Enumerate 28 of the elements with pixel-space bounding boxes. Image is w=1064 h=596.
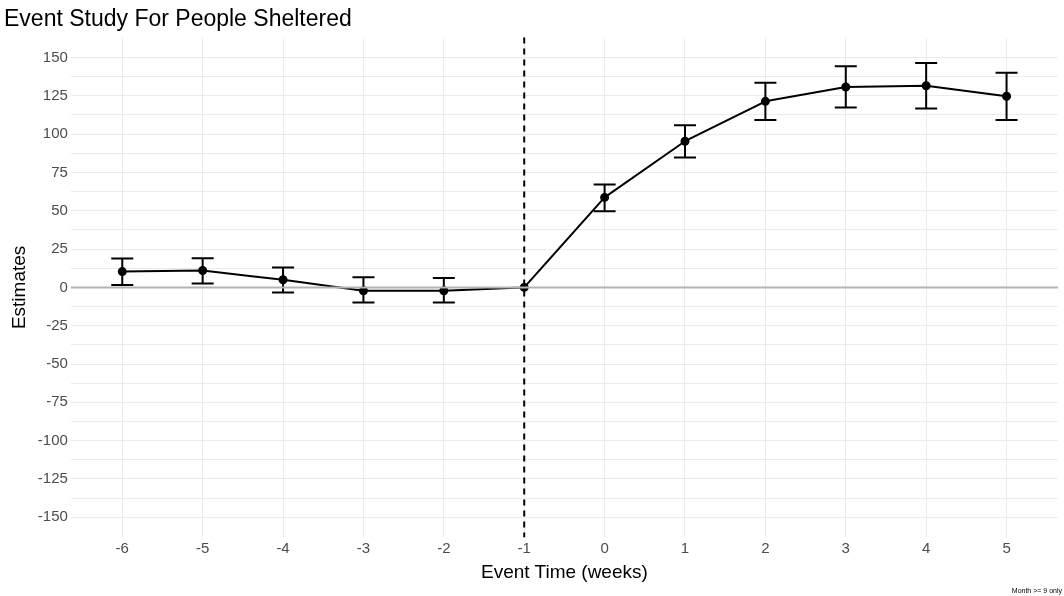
y-tick-label: -75: [46, 392, 68, 410]
x-tick-label: 5: [1002, 539, 1011, 557]
x-tick-label: 4: [921, 539, 931, 557]
x-tick-label: 2: [761, 539, 770, 557]
y-tick-label: 25: [51, 239, 68, 257]
x-tick-label: 1: [680, 539, 690, 557]
y-tick-label: 100: [42, 124, 68, 142]
y-tick-label: 75: [51, 162, 68, 180]
y-tick-label: -150: [37, 507, 68, 525]
x-tick-label: -3: [356, 539, 371, 557]
x-tick-label: -1: [517, 539, 531, 557]
x-tick-label: -6: [115, 539, 129, 557]
x-axis-title: Event Time (weeks): [481, 560, 648, 582]
y-tick-label: -50: [46, 354, 68, 372]
y-axis-title: Estimates: [7, 245, 29, 330]
x-tick-label: -5: [195, 539, 210, 557]
y-tick-label: -25: [46, 315, 68, 333]
x-tick-label: -2: [437, 539, 451, 557]
x-tick-label: -4: [276, 539, 290, 557]
x-tick-label: 0: [600, 539, 609, 557]
y-tick-label: -125: [37, 469, 68, 487]
y-tick-label: 0: [59, 277, 68, 295]
x-tick-label: 3: [841, 539, 850, 557]
y-tick-label: 150: [42, 47, 68, 65]
y-tick-label: 125: [42, 85, 68, 103]
y-tick-label: -100: [37, 430, 68, 448]
y-tick-label: 50: [51, 200, 68, 218]
chart-title: Event Study For People Sheltered: [4, 5, 352, 32]
